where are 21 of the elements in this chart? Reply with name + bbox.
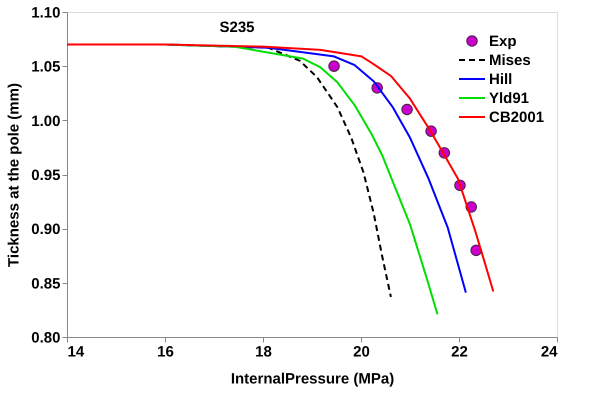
y-tick-label: 0.90	[31, 221, 60, 238]
x-tick-label: 14	[68, 344, 85, 360]
text: S235	[219, 19, 255, 36]
y-tick-label: 0.80	[31, 330, 60, 346]
y-axis-title: Tickness at the pole (mm)	[5, 83, 22, 267]
legend-label: Yld91	[489, 90, 530, 107]
x-tick-label: 16	[157, 344, 174, 360]
y-tick-label: 1.00	[31, 112, 60, 130]
legend-label: Exp	[489, 33, 517, 50]
x-axis-title: InternalPressure (MPa)	[230, 370, 394, 388]
x-tick-label: 24	[540, 344, 558, 360]
x-tick-label: 18	[255, 344, 272, 360]
legend-label: Hill	[489, 71, 512, 88]
y-tick-label: 0.85	[31, 275, 60, 292]
legend-label: CB2001	[489, 109, 544, 126]
x-tick-label: 22	[451, 344, 468, 360]
legend-label: Mises	[489, 52, 531, 69]
x-tick-label: 20	[353, 344, 370, 360]
y-tick-label: 1.05	[31, 58, 60, 76]
y-tick-label: 1.10	[31, 4, 60, 22]
y-tick-label: 0.95	[31, 167, 60, 184]
